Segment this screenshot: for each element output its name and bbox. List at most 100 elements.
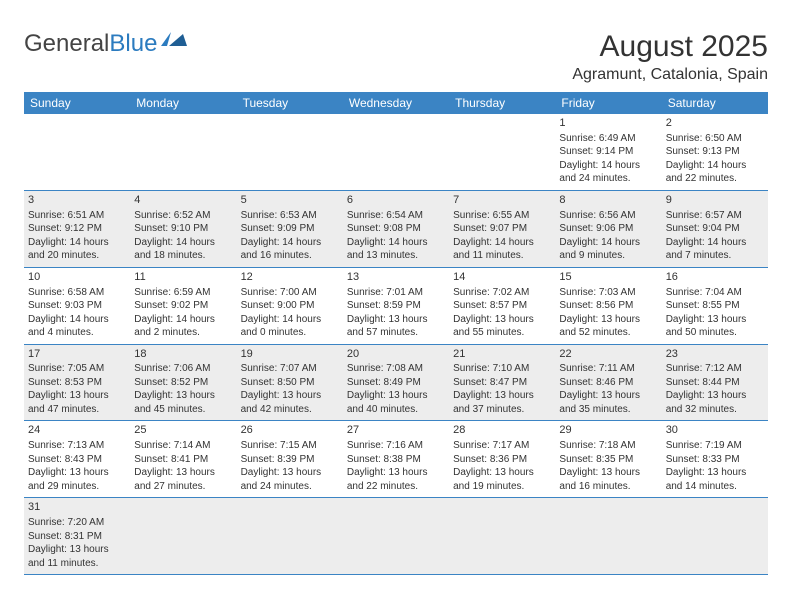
calendar-day-cell: 2Sunrise: 6:50 AMSunset: 9:13 PMDaylight…	[662, 114, 768, 190]
calendar-day-cell: 12Sunrise: 7:00 AMSunset: 9:00 PMDayligh…	[237, 267, 343, 344]
calendar-day-cell: 26Sunrise: 7:15 AMSunset: 8:39 PMDayligh…	[237, 421, 343, 498]
day-header: Thursday	[449, 92, 555, 114]
calendar-day-cell	[662, 498, 768, 575]
day-number: 18	[134, 347, 232, 362]
sunrise-line: Sunrise: 7:11 AM	[559, 362, 657, 376]
calendar-week-row: 17Sunrise: 7:05 AMSunset: 8:53 PMDayligh…	[24, 344, 768, 421]
calendar-day-cell: 4Sunrise: 6:52 AMSunset: 9:10 PMDaylight…	[130, 190, 236, 267]
sunset-line: Sunset: 8:33 PM	[666, 453, 764, 467]
calendar-day-cell: 16Sunrise: 7:04 AMSunset: 8:55 PMDayligh…	[662, 267, 768, 344]
calendar-day-cell	[24, 114, 130, 190]
calendar-day-cell: 31Sunrise: 7:20 AMSunset: 8:31 PMDayligh…	[24, 498, 130, 575]
calendar-week-row: 10Sunrise: 6:58 AMSunset: 9:03 PMDayligh…	[24, 267, 768, 344]
sunrise-line: Sunrise: 7:07 AM	[241, 362, 339, 376]
calendar-day-cell: 27Sunrise: 7:16 AMSunset: 8:38 PMDayligh…	[343, 421, 449, 498]
calendar-day-cell: 7Sunrise: 6:55 AMSunset: 9:07 PMDaylight…	[449, 190, 555, 267]
sunset-line: Sunset: 8:39 PM	[241, 453, 339, 467]
sunrise-line: Sunrise: 6:49 AM	[559, 132, 657, 146]
daylight-line: Daylight: 14 hours and 9 minutes.	[559, 236, 657, 263]
sunrise-line: Sunrise: 7:18 AM	[559, 439, 657, 453]
daylight-line: Daylight: 13 hours and 37 minutes.	[453, 389, 551, 416]
calendar-week-row: 31Sunrise: 7:20 AMSunset: 8:31 PMDayligh…	[24, 498, 768, 575]
sunset-line: Sunset: 9:07 PM	[453, 222, 551, 236]
logo: GeneralBlue	[24, 30, 189, 58]
daylight-line: Daylight: 13 hours and 57 minutes.	[347, 313, 445, 340]
calendar-day-cell: 22Sunrise: 7:11 AMSunset: 8:46 PMDayligh…	[555, 344, 661, 421]
daylight-line: Daylight: 13 hours and 52 minutes.	[559, 313, 657, 340]
daylight-line: Daylight: 13 hours and 42 minutes.	[241, 389, 339, 416]
sunset-line: Sunset: 8:47 PM	[453, 376, 551, 390]
day-number: 25	[134, 423, 232, 438]
calendar-day-cell: 11Sunrise: 6:59 AMSunset: 9:02 PMDayligh…	[130, 267, 236, 344]
calendar-day-cell	[237, 498, 343, 575]
calendar-day-cell: 19Sunrise: 7:07 AMSunset: 8:50 PMDayligh…	[237, 344, 343, 421]
logo-text: GeneralBlue	[24, 30, 157, 58]
day-number: 12	[241, 270, 339, 285]
calendar-day-cell: 23Sunrise: 7:12 AMSunset: 8:44 PMDayligh…	[662, 344, 768, 421]
calendar-day-cell	[343, 498, 449, 575]
sunrise-line: Sunrise: 7:01 AM	[347, 286, 445, 300]
calendar-day-cell: 21Sunrise: 7:10 AMSunset: 8:47 PMDayligh…	[449, 344, 555, 421]
day-number: 5	[241, 193, 339, 208]
calendar-day-cell	[343, 114, 449, 190]
day-number: 9	[666, 193, 764, 208]
daylight-line: Daylight: 14 hours and 4 minutes.	[28, 313, 126, 340]
day-number: 29	[559, 423, 657, 438]
calendar-day-cell: 18Sunrise: 7:06 AMSunset: 8:52 PMDayligh…	[130, 344, 236, 421]
calendar-day-cell: 6Sunrise: 6:54 AMSunset: 9:08 PMDaylight…	[343, 190, 449, 267]
daylight-line: Daylight: 13 hours and 55 minutes.	[453, 313, 551, 340]
daylight-line: Daylight: 13 hours and 14 minutes.	[666, 466, 764, 493]
day-number: 3	[28, 193, 126, 208]
day-number: 20	[347, 347, 445, 362]
daylight-line: Daylight: 14 hours and 22 minutes.	[666, 159, 764, 186]
sunrise-line: Sunrise: 6:56 AM	[559, 209, 657, 223]
day-number: 26	[241, 423, 339, 438]
sunset-line: Sunset: 8:31 PM	[28, 530, 126, 544]
calendar-day-cell: 8Sunrise: 6:56 AMSunset: 9:06 PMDaylight…	[555, 190, 661, 267]
daylight-line: Daylight: 13 hours and 27 minutes.	[134, 466, 232, 493]
day-number: 7	[453, 193, 551, 208]
page-subtitle: Agramunt, Catalonia, Spain	[572, 66, 768, 84]
calendar-day-cell: 1Sunrise: 6:49 AMSunset: 9:14 PMDaylight…	[555, 114, 661, 190]
sunrise-line: Sunrise: 7:08 AM	[347, 362, 445, 376]
sunset-line: Sunset: 8:44 PM	[666, 376, 764, 390]
page-title: August 2025	[572, 30, 768, 64]
sunrise-line: Sunrise: 7:19 AM	[666, 439, 764, 453]
sunrise-line: Sunrise: 6:51 AM	[28, 209, 126, 223]
sunset-line: Sunset: 8:38 PM	[347, 453, 445, 467]
day-header: Monday	[130, 92, 236, 114]
sunset-line: Sunset: 8:49 PM	[347, 376, 445, 390]
calendar-day-cell: 9Sunrise: 6:57 AMSunset: 9:04 PMDaylight…	[662, 190, 768, 267]
day-number: 15	[559, 270, 657, 285]
daylight-line: Daylight: 14 hours and 13 minutes.	[347, 236, 445, 263]
calendar-day-cell: 24Sunrise: 7:13 AMSunset: 8:43 PMDayligh…	[24, 421, 130, 498]
sunset-line: Sunset: 9:10 PM	[134, 222, 232, 236]
day-number: 21	[453, 347, 551, 362]
daylight-line: Daylight: 13 hours and 50 minutes.	[666, 313, 764, 340]
sunset-line: Sunset: 9:02 PM	[134, 299, 232, 313]
calendar-day-cell: 10Sunrise: 6:58 AMSunset: 9:03 PMDayligh…	[24, 267, 130, 344]
calendar-day-cell: 29Sunrise: 7:18 AMSunset: 8:35 PMDayligh…	[555, 421, 661, 498]
sunrise-line: Sunrise: 7:06 AM	[134, 362, 232, 376]
calendar-day-cell: 28Sunrise: 7:17 AMSunset: 8:36 PMDayligh…	[449, 421, 555, 498]
sunset-line: Sunset: 9:14 PM	[559, 145, 657, 159]
daylight-line: Daylight: 14 hours and 16 minutes.	[241, 236, 339, 263]
sunset-line: Sunset: 9:12 PM	[28, 222, 126, 236]
daylight-line: Daylight: 14 hours and 7 minutes.	[666, 236, 764, 263]
day-number: 24	[28, 423, 126, 438]
day-number: 27	[347, 423, 445, 438]
calendar-day-cell	[130, 114, 236, 190]
sunrise-line: Sunrise: 6:57 AM	[666, 209, 764, 223]
day-number: 31	[28, 500, 126, 515]
calendar-day-cell: 20Sunrise: 7:08 AMSunset: 8:49 PMDayligh…	[343, 344, 449, 421]
calendar-day-cell	[555, 498, 661, 575]
sunrise-line: Sunrise: 6:54 AM	[347, 209, 445, 223]
header: GeneralBlue August 2025 Agramunt, Catalo…	[24, 30, 768, 84]
day-number: 30	[666, 423, 764, 438]
daylight-line: Daylight: 14 hours and 11 minutes.	[453, 236, 551, 263]
daylight-line: Daylight: 13 hours and 16 minutes.	[559, 466, 657, 493]
daylight-line: Daylight: 14 hours and 20 minutes.	[28, 236, 126, 263]
daylight-line: Daylight: 13 hours and 29 minutes.	[28, 466, 126, 493]
day-number: 6	[347, 193, 445, 208]
daylight-line: Daylight: 14 hours and 24 minutes.	[559, 159, 657, 186]
